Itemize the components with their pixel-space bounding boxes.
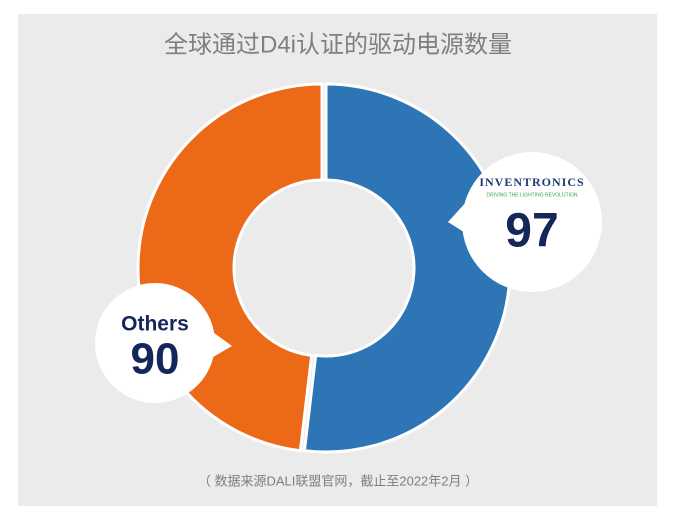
legend-label: Others bbox=[121, 313, 189, 336]
callout-bubble bbox=[95, 152, 602, 403]
value-label: 97 bbox=[505, 205, 558, 258]
value-label: 90 bbox=[131, 335, 180, 384]
logo-tagline: DRIVING THE LIGHTING REVOLUTION bbox=[486, 192, 577, 198]
chart-title: 全球通过D4i认证的驱动电源数量 bbox=[164, 31, 512, 58]
donut-slice bbox=[302, 82, 512, 454]
footnote: （ 数据来源DALI联盟官网，截止至2022年2月 ） bbox=[198, 473, 478, 488]
legend-label: INVENTRONICS bbox=[479, 175, 584, 189]
